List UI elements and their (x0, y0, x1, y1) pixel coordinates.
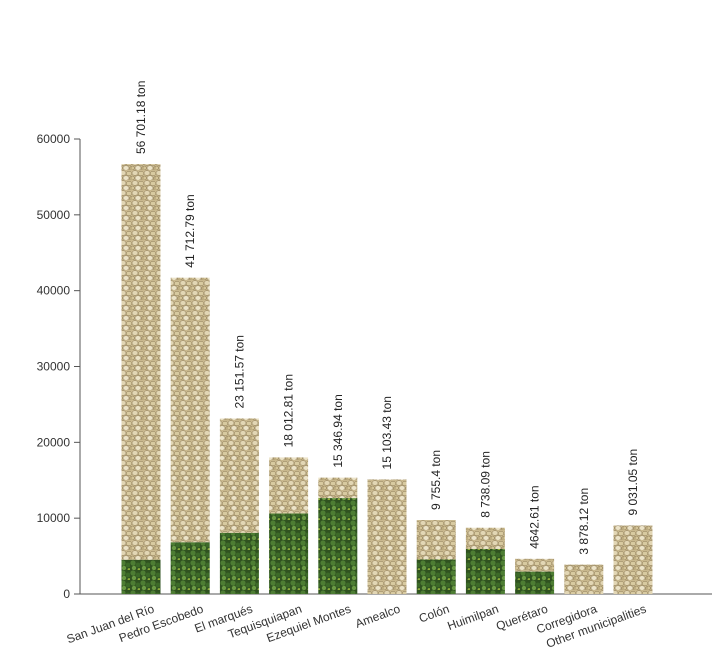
y-tick-label: 50000 (37, 208, 71, 222)
bar-value-label: 56 701.18 ton (134, 81, 148, 154)
bar-segment-broccoli (465, 548, 505, 594)
bar-segment-grain (269, 457, 309, 514)
bar-segment-grain (318, 477, 358, 499)
bar-segment-grain (416, 520, 456, 560)
y-tick-label: 20000 (37, 435, 71, 449)
bar-value-label: 9 755.4 ton (429, 450, 443, 510)
y-tick-label: 30000 (37, 360, 71, 374)
y-tick-label: 10000 (37, 511, 71, 525)
bar-segment-broccoli (269, 513, 309, 594)
bar-segment-grain (564, 564, 604, 594)
bar-segment-grain (219, 418, 259, 533)
bar-value-label: 4642.61 ton (528, 485, 542, 548)
bar-value-label: 9 031.05 ton (626, 449, 640, 516)
bar-segment-grain (121, 164, 161, 560)
bar-segment-broccoli (318, 498, 358, 594)
bar-value-label: 23 151.57 ton (232, 335, 246, 408)
y-tick-label: 40000 (37, 284, 71, 298)
bar-segment-grain (515, 558, 555, 572)
bar-segment-grain (367, 479, 407, 594)
bar-segment-broccoli (416, 559, 456, 594)
y-axis: 0 10000 20000 30000 40000 50000 60000 (37, 132, 712, 601)
bar-segment-broccoli (121, 559, 161, 594)
bar-segment-grain (465, 527, 505, 549)
value-labels: 56 701.18 ton 41 712.79 ton 23 151.57 ton 1… (134, 81, 640, 555)
bar-value-label: 15 346.94 ton (331, 394, 345, 467)
y-tick-label: 0 (63, 587, 70, 601)
bar-segment-broccoli (170, 542, 210, 594)
bar-value-label: 41 712.79 ton (183, 194, 197, 267)
x-tick-label: Huimilpan (445, 602, 500, 633)
y-tick-label: 60000 (37, 132, 71, 146)
bar-value-label: 15 103.43 ton (380, 396, 394, 469)
bar-value-label: 3 878.12 ton (577, 488, 591, 555)
x-tick-label: Amealco (353, 602, 402, 631)
bar-value-label: 8 738.09 ton (478, 451, 492, 518)
bar-value-label: 18 012.81 ton (282, 374, 296, 447)
bar-segment-broccoli (219, 532, 259, 594)
bar-segment-grain (170, 277, 210, 543)
bar-segment-broccoli (515, 571, 555, 594)
bars (121, 164, 653, 594)
bar-segment-grain (613, 525, 653, 594)
